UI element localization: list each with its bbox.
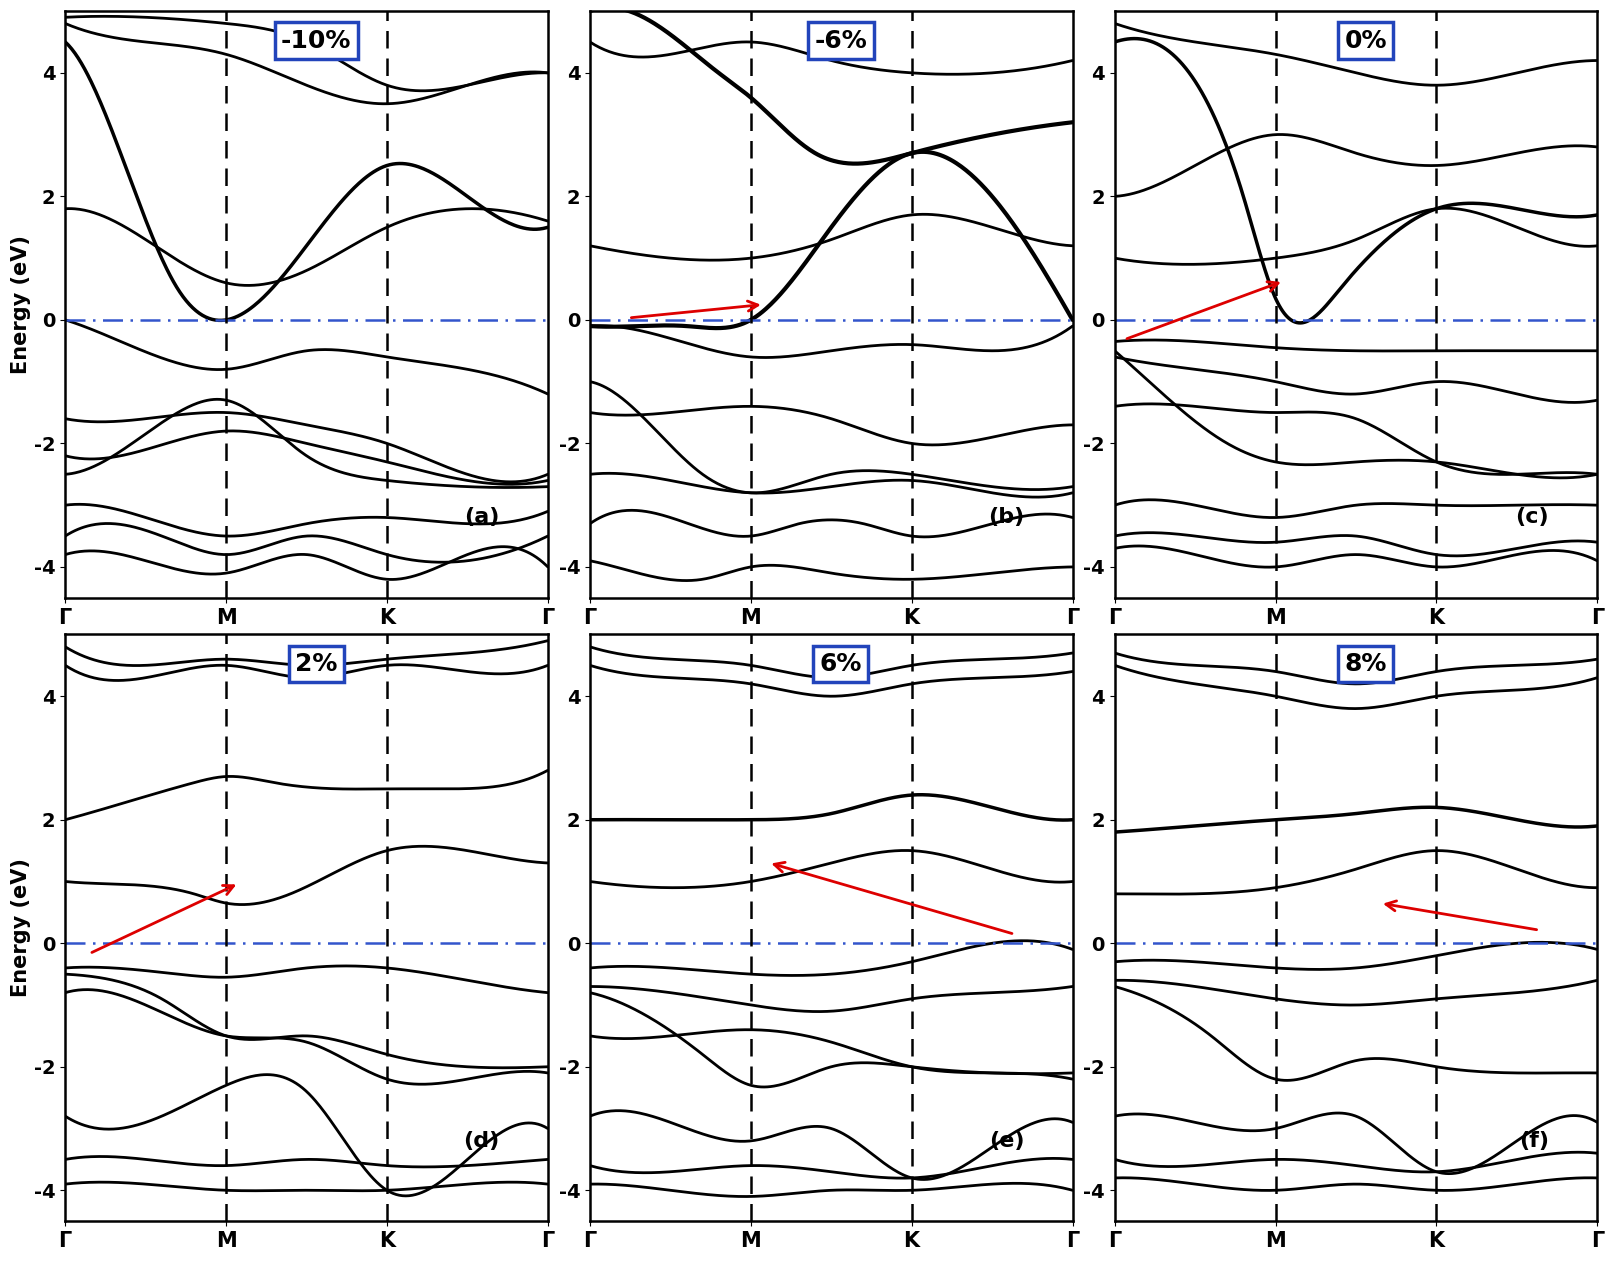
Text: 2%: 2% (295, 652, 337, 676)
Text: 6%: 6% (820, 652, 862, 676)
Text: (a): (a) (463, 507, 499, 528)
Y-axis label: Energy (eV): Energy (eV) (11, 858, 31, 997)
Y-axis label: Energy (eV): Energy (eV) (11, 235, 31, 374)
Text: -6%: -6% (813, 29, 867, 53)
Text: (c): (c) (1514, 507, 1548, 528)
Text: 0%: 0% (1343, 29, 1386, 53)
Text: (e): (e) (988, 1131, 1023, 1151)
Text: (d): (d) (463, 1131, 499, 1151)
Text: (f): (f) (1519, 1131, 1548, 1151)
Text: -10%: -10% (281, 29, 352, 53)
Text: (b): (b) (988, 507, 1023, 528)
Text: 8%: 8% (1343, 652, 1386, 676)
